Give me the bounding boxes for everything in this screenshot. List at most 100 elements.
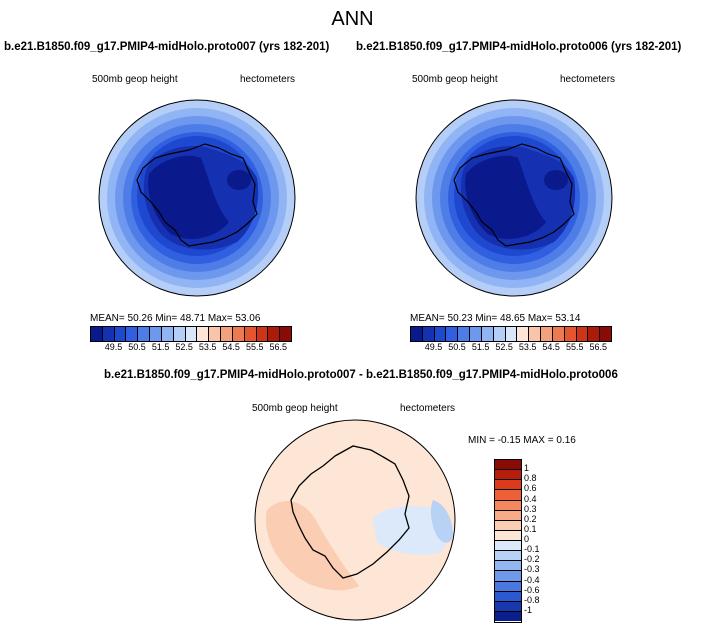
right-colorbar-swatch — [541, 327, 553, 341]
left-colorbar-tick-label: 50.5 — [128, 342, 146, 352]
right-colorbar-swatch — [517, 327, 530, 341]
left-stats: MEAN= 50.26 Min= 48.71 Max= 53.06 — [90, 313, 261, 324]
left-field-label: 500mb geop height — [92, 74, 178, 85]
diff-colorbar-swatch — [495, 480, 521, 491]
diff-colorbar-tick-label: -0.8 — [524, 594, 540, 605]
diff-colorbar-swatch — [495, 611, 521, 621]
contour-band — [465, 155, 546, 239]
contour-band — [544, 170, 568, 190]
right-colorbar-swatch — [411, 327, 423, 341]
right-colorbar-swatch — [422, 327, 435, 341]
diff-colorbar-tick-label: 0.4 — [524, 493, 537, 504]
diff-colorbar — [494, 459, 522, 623]
diff-colorbar-swatch — [495, 470, 521, 481]
left-colorbar-swatch — [256, 327, 269, 341]
diff-colorbar-swatch — [495, 571, 521, 582]
right-colorbar-swatch — [529, 327, 542, 341]
left-panel-title: b.e21.B1850.f09_g17.PMIP4-midHolo.proto0… — [4, 41, 330, 53]
right-colorbar-tick-label: 56.5 — [589, 342, 607, 352]
figure-title: ANN — [331, 8, 374, 30]
left-colorbar-tick-label: 51.5 — [151, 342, 170, 352]
right-colorbar-labels: 49.5 50.5 51.5 52.5 53.5 54.5 55.5 56.5 — [410, 342, 610, 354]
left-colorbar-swatch — [126, 327, 139, 341]
left-colorbar-swatch — [138, 327, 151, 341]
diff-colorbar-swatch — [495, 520, 521, 531]
diff-colorbar-swatch — [495, 561, 521, 572]
diff-colorbar-tick-label: 0.2 — [524, 513, 537, 524]
contour-band — [148, 155, 229, 239]
left-colorbar-swatch — [150, 327, 162, 341]
left-colorbar-swatch — [244, 327, 257, 341]
right-colorbar-tick-label: 51.5 — [471, 342, 490, 352]
diff-colorbar-tick-label: 0.8 — [524, 473, 537, 484]
right-colorbar-swatch — [493, 327, 506, 341]
right-map — [415, 99, 613, 297]
left-colorbar-swatch — [185, 327, 198, 341]
left-units-label: hectometers — [240, 74, 296, 85]
left-colorbar-tick-label: 53.5 — [198, 342, 217, 352]
left-colorbar-swatch — [173, 327, 186, 341]
left-colorbar-swatch — [114, 327, 127, 341]
diff-colorbar-swatch — [495, 591, 521, 602]
right-panel-title: b.e21.B1850.f09_g17.PMIP4-midHolo.proto0… — [356, 41, 682, 53]
diff-map — [254, 419, 456, 621]
diff-colorbar-swatch — [495, 510, 521, 521]
left-colorbar-labels: 49.5 50.5 51.5 52.5 53.5 54.5 55.5 56.5 — [90, 342, 290, 354]
diff-colorbar-swatch — [495, 601, 521, 612]
left-colorbar-tick-label: 56.5 — [269, 342, 287, 352]
right-colorbar-swatch — [505, 327, 518, 341]
right-stats: MEAN= 50.23 Min= 48.65 Max= 53.14 — [410, 313, 581, 324]
right-colorbar-swatch — [481, 327, 494, 341]
right-colorbar-swatch — [446, 327, 459, 341]
left-colorbar-swatch — [221, 327, 233, 341]
diff-colorbar-tick-label: 0 — [524, 534, 530, 544]
left-colorbar-swatch — [268, 327, 281, 341]
left-colorbar-swatch — [197, 327, 210, 341]
diff-colorbar-swatch — [495, 500, 521, 511]
left-colorbar-tick-label: 54.5 — [222, 342, 240, 352]
diff-colorbar-tick-label: -0.2 — [524, 554, 540, 565]
diff-colorbar-tick-label: 0.3 — [524, 503, 537, 514]
diff-colorbar-tick-label: -0.4 — [524, 574, 540, 585]
left-colorbar-swatch — [102, 327, 115, 341]
left-colorbar-tick-label: 55.5 — [245, 342, 264, 352]
contour-band — [227, 170, 251, 190]
right-colorbar-tick-label: 50.5 — [448, 342, 466, 352]
diff-panel-title: b.e21.B1850.f09_g17.PMIP4-midHolo.proto0… — [104, 369, 618, 381]
diff-stats: MIN = -0.15 MAX = 0.16 — [468, 435, 576, 446]
right-colorbar-swatch — [564, 327, 577, 341]
diff-colorbar-swatch — [495, 541, 521, 552]
right-colorbar-tick-label: 54.5 — [542, 342, 560, 352]
diff-colorbar-labels: 1 0.8 0.6 0.4 0.3 0.2 0.1 0 -0.1 -0.2 -0.3 -0.4 -0.6… — [524, 459, 564, 621]
diff-colorbar-tick-label: -0.1 — [524, 544, 540, 555]
diff-units-label: hectometers — [400, 403, 456, 414]
diff-colorbar-swatch — [495, 581, 521, 592]
left-map — [98, 99, 296, 297]
diff-field-label: 500mb geop height — [252, 403, 338, 414]
right-colorbar-tick-label: 53.5 — [518, 342, 537, 352]
diff-colorbar-tick-label: 1 — [524, 463, 530, 474]
right-colorbar-swatch — [434, 327, 447, 341]
left-colorbar-swatch — [280, 327, 292, 341]
right-units-label: hectometers — [560, 74, 616, 85]
right-colorbar-tick-label: 49.5 — [424, 342, 443, 352]
diff-colorbar-tick-label: -0.6 — [524, 584, 540, 595]
left-colorbar-tick-label: 52.5 — [175, 342, 193, 352]
left-colorbar-swatch — [91, 327, 103, 341]
left-colorbar-swatch — [209, 327, 222, 341]
right-colorbar-swatch — [588, 327, 601, 341]
diff-colorbar-tick-label: 0.6 — [524, 483, 537, 494]
right-colorbar-tick-label: 52.5 — [495, 342, 513, 352]
right-colorbar-swatch — [458, 327, 471, 341]
diff-colorbar-swatch — [495, 490, 521, 501]
left-colorbar-tick-label: 49.5 — [104, 342, 123, 352]
left-colorbar-swatch — [232, 327, 245, 341]
diff-colorbar-tick-label: -1 — [524, 604, 533, 615]
diff-colorbar-tick-label: -0.3 — [524, 564, 540, 575]
diff-colorbar-swatch — [495, 530, 521, 541]
left-colorbar — [90, 326, 292, 342]
right-field-label: 500mb geop height — [412, 74, 498, 85]
left-colorbar-swatch — [161, 327, 174, 341]
right-colorbar — [410, 326, 612, 342]
diff-colorbar-swatch — [495, 551, 521, 562]
